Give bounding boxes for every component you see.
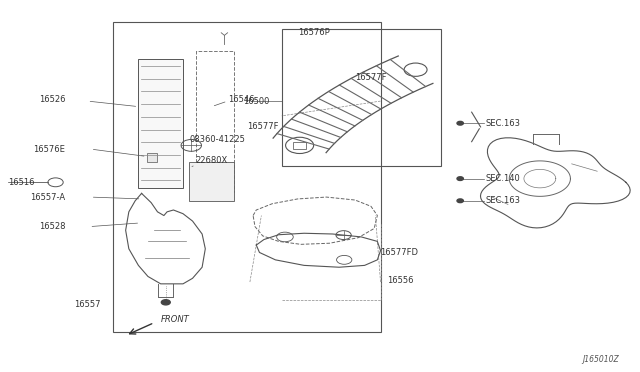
- Text: 22680X: 22680X: [196, 155, 228, 165]
- Text: 16528: 16528: [38, 222, 65, 231]
- Text: 16546: 16546: [228, 95, 254, 104]
- Bar: [196, 51, 234, 192]
- Text: 16556: 16556: [387, 276, 413, 285]
- Text: 16500: 16500: [244, 97, 270, 106]
- Circle shape: [457, 199, 463, 203]
- Text: 16557: 16557: [74, 300, 100, 309]
- Bar: [138, 59, 183, 188]
- Text: 16516: 16516: [8, 178, 35, 187]
- Text: FRONT: FRONT: [161, 315, 189, 324]
- Text: 16576E: 16576E: [33, 145, 65, 154]
- Bar: [113, 22, 381, 332]
- Text: SEC.140: SEC.140: [486, 174, 520, 183]
- Text: 16577F: 16577F: [355, 73, 387, 81]
- Text: J165010Z: J165010Z: [583, 355, 620, 364]
- Circle shape: [457, 121, 463, 125]
- Circle shape: [457, 177, 463, 180]
- Text: 16577FD: 16577FD: [381, 248, 419, 257]
- Text: SEC.163: SEC.163: [486, 196, 521, 205]
- Text: 16526: 16526: [38, 95, 65, 104]
- Text: SEC.163: SEC.163: [486, 119, 521, 128]
- Circle shape: [161, 300, 170, 305]
- Bar: [189, 162, 234, 201]
- Bar: [293, 142, 306, 149]
- Text: 16576P: 16576P: [298, 28, 330, 37]
- Text: 08360-41225: 08360-41225: [189, 135, 245, 144]
- Text: 16557-A: 16557-A: [30, 193, 65, 202]
- Bar: [147, 153, 157, 162]
- Bar: [282, 29, 441, 166]
- Text: 16577F: 16577F: [247, 122, 278, 131]
